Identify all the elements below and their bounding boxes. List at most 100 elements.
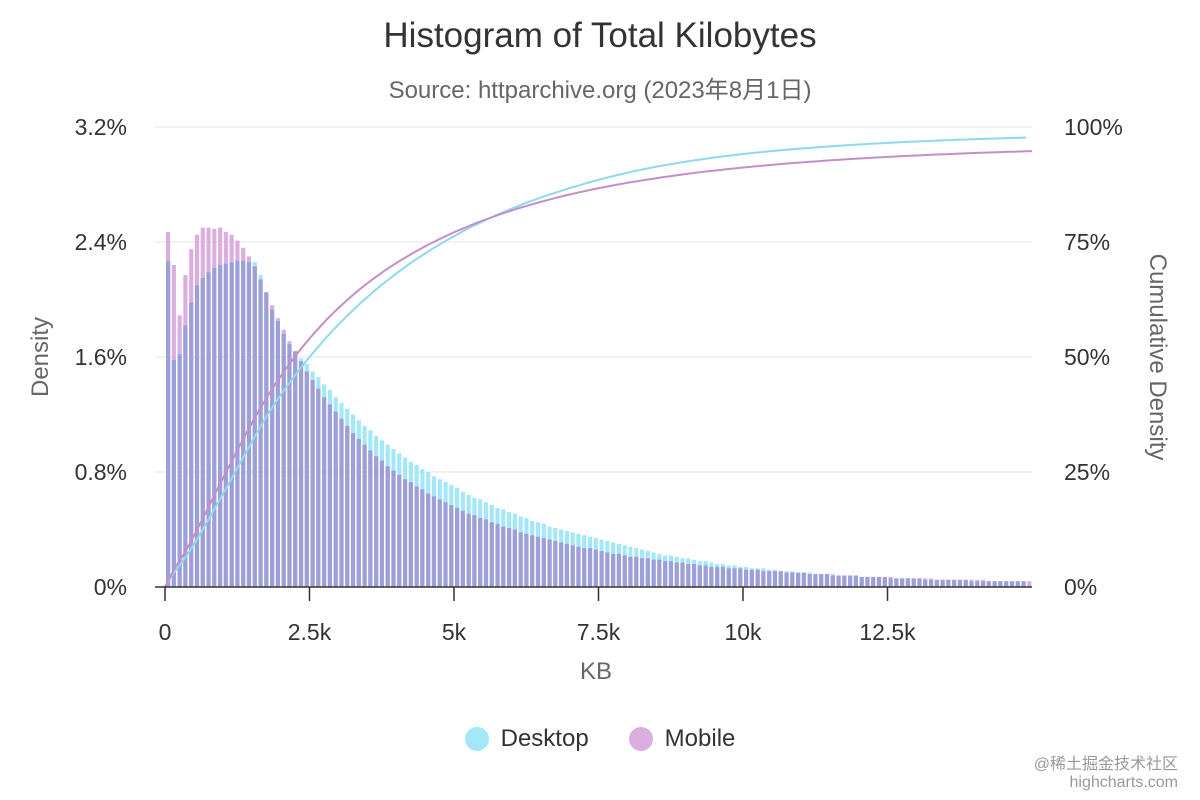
overlap-bar [530, 535, 535, 587]
overlap-bar [957, 579, 963, 587]
overlap-bar [726, 568, 731, 587]
overlap-bar [397, 474, 402, 587]
overlap-bar [697, 565, 702, 587]
overlap-bar [189, 302, 194, 587]
grid-lines [155, 126, 1032, 473]
overlap-bar [980, 581, 986, 587]
overlap-bar [651, 559, 656, 587]
y2-tick-label: 50% [1064, 344, 1110, 370]
overlap-bar [709, 566, 714, 587]
legend-item-desktop[interactable]: Desktop [464, 725, 589, 753]
credits-link[interactable]: highcharts.com [1069, 774, 1179, 791]
overlap-bar [200, 277, 205, 587]
overlap-bar [431, 496, 437, 587]
overlap-bar [298, 361, 304, 587]
overlap-bar [570, 545, 575, 587]
overlap-bar [940, 579, 945, 587]
overlap-bar [472, 515, 477, 587]
overlap-bar [559, 542, 564, 587]
overlap-bar [772, 571, 778, 587]
overlap-bar [715, 566, 720, 587]
x-tick-label: 5k [442, 619, 467, 645]
legend: Desktop Mobile [0, 725, 1200, 753]
overlap-bar [917, 578, 922, 587]
overlap-bar [923, 579, 928, 587]
overlap-bar [460, 510, 465, 587]
overlap-bar [952, 579, 957, 587]
overlap-bar [281, 334, 286, 587]
y2-tick-label: 25% [1064, 459, 1110, 485]
overlap-bar [316, 388, 321, 587]
y-axis-title: Density [27, 317, 54, 397]
mobile-bar [1027, 581, 1032, 587]
x-tick-label: 12.5k [859, 619, 916, 645]
overlap-bar [882, 576, 887, 587]
y-tick-label: 3.2% [75, 114, 127, 140]
legend-label-desktop: Desktop [500, 725, 589, 752]
overlap-bar [1009, 581, 1015, 587]
overlap-bar [668, 561, 674, 587]
chart-subtitle: Source: httparchive.org (2023年8月1日) [388, 77, 812, 104]
overlap-bar [183, 325, 188, 587]
overlap-bar [293, 351, 298, 587]
overlap-bar [975, 581, 980, 587]
overlap-bar [385, 466, 390, 587]
overlap-bar [582, 548, 587, 587]
overlap-bar [680, 562, 685, 587]
overlap-bar [408, 482, 413, 587]
overlap-bar [466, 513, 471, 587]
overlap-bar [807, 574, 812, 587]
overlap-bar [1015, 581, 1020, 587]
overlap-bar [634, 556, 639, 587]
overlap-bar [622, 555, 627, 587]
overlap-bar [888, 578, 893, 587]
chart-title: Histogram of Total Kilobytes [383, 16, 817, 55]
overlap-bar [275, 321, 280, 587]
y2-tick-label: 100% [1064, 114, 1123, 140]
overlap-bar [853, 575, 858, 587]
overlap-bar [171, 359, 176, 587]
overlap-bar [455, 507, 460, 587]
y2-tick-label: 0% [1064, 574, 1097, 600]
overlap-bar [287, 344, 292, 587]
overlap-bar [605, 552, 610, 587]
credits[interactable]: @稀土掘金技术社区 highcharts.com [1034, 756, 1178, 792]
overlap-bar [905, 578, 911, 587]
y-tick-label: 0% [94, 574, 127, 600]
overlap-bar [218, 265, 223, 587]
overlap-bar [206, 272, 211, 587]
overlap-bar [778, 571, 783, 587]
overlap-bar [495, 523, 500, 587]
overlap-bar [512, 529, 517, 587]
overlap-bar [310, 380, 315, 587]
overlap-bar [859, 576, 864, 587]
overlap-bar [518, 532, 523, 587]
overlap-bar [738, 568, 743, 587]
overlap-bar [801, 572, 806, 587]
overlap-bar [229, 262, 234, 587]
overlap-bar [836, 575, 841, 587]
overlap-bar [645, 558, 650, 587]
overlap-bar [426, 493, 431, 587]
overlap-bar [928, 579, 934, 587]
overlap-bar [761, 571, 766, 587]
overlap-bars [166, 260, 1026, 587]
overlap-bar [876, 576, 882, 587]
overlap-bar [969, 581, 974, 587]
overlap-bar [744, 569, 749, 587]
overlap-bar [587, 548, 593, 587]
legend-item-mobile[interactable]: Mobile [628, 725, 735, 753]
overlap-bar [564, 543, 569, 587]
overlap-bar [478, 518, 483, 587]
overlap-bar [270, 309, 275, 587]
legend-dot-desktop [464, 727, 489, 751]
overlap-bar [900, 578, 905, 587]
overlap-bar [639, 558, 645, 587]
x-tick-label: 10k [724, 619, 762, 645]
tick-labels: 0% 0.8% 1.6% 2.4% 3.2% 0% 25% 50% 75% 100% 0 2.5k 5k… [75, 114, 1123, 645]
axes [155, 586, 1032, 601]
overlap-bar [362, 444, 367, 587]
overlap-bar [356, 438, 361, 587]
